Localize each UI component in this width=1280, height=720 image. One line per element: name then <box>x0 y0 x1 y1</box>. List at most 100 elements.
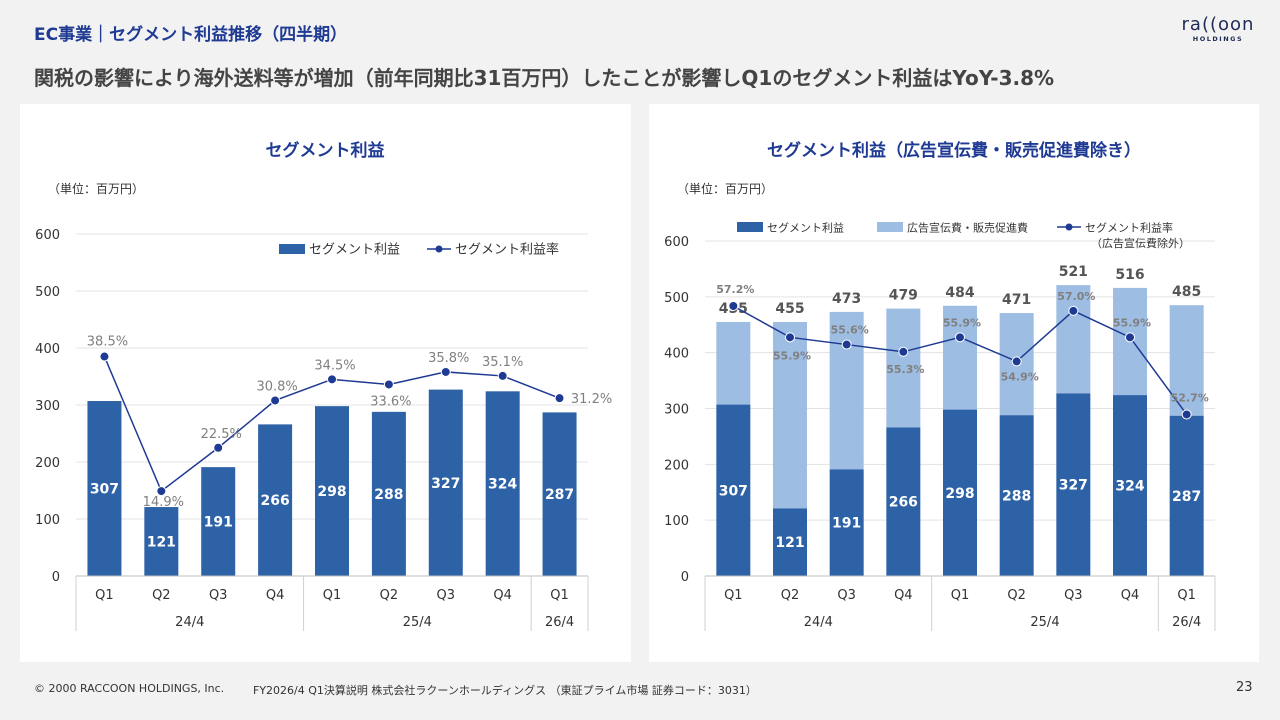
y-tick-label: 600 <box>35 228 60 243</box>
bar-value-label: 288 <box>374 487 403 503</box>
bar-segment-profit <box>201 467 236 576</box>
logo-subtitle: HOLDINGS <box>1192 35 1244 43</box>
bar-segment-profit <box>829 469 864 576</box>
stack-bar-ads <box>1056 285 1091 394</box>
margin-value-label: 55.9% <box>773 349 811 362</box>
legend-line-marker <box>435 245 443 253</box>
bar-segment-profit <box>716 404 751 576</box>
bar-value-label: 287 <box>545 487 574 503</box>
x-tick-label: Q2 <box>152 588 171 603</box>
total-value-label: 521 <box>1059 264 1088 280</box>
bar-value-label: 266 <box>260 493 289 509</box>
margin-value-label: 57.2% <box>716 283 754 296</box>
bar-value-label: 327 <box>431 476 460 492</box>
y-tick-label: 400 <box>664 347 689 362</box>
bar-value-label: 121 <box>775 535 804 551</box>
total-value-label: 455 <box>775 301 804 317</box>
bar-value-label: 298 <box>317 484 346 500</box>
x-group-label: 24/4 <box>804 615 833 630</box>
bar-value-label: 191 <box>204 515 233 531</box>
total-value-label: 516 <box>1115 267 1144 283</box>
line-marker <box>99 351 110 362</box>
bar-segment-profit <box>371 411 406 576</box>
line-marker <box>785 332 795 343</box>
y-tick-label: 600 <box>664 235 689 250</box>
bar-segment-profit <box>1056 393 1091 576</box>
bar-segment-profit <box>87 401 122 576</box>
bar-value-label: 307 <box>90 482 119 498</box>
total-value-label: 484 <box>945 285 974 301</box>
margin-value-label: 57.0% <box>1057 290 1095 303</box>
line-marker <box>270 395 281 406</box>
y-tick-label: 300 <box>664 403 689 418</box>
section-title: EC事業｜セグメント利益推移（四半期） <box>34 25 348 45</box>
legend-label: 広告宣伝費・販売促進費 <box>907 221 1028 235</box>
x-tick-label: Q1 <box>323 588 342 603</box>
x-tick-label: Q2 <box>781 588 800 603</box>
stack-bar-ads <box>829 311 864 470</box>
margin-value-label: 52.7% <box>1171 391 1209 404</box>
bar-segment-profit <box>773 508 807 576</box>
line-marker <box>383 379 394 390</box>
bar-segment-profit <box>542 412 577 576</box>
x-tick-label: Q2 <box>380 588 399 603</box>
legend-label: セグメント利益 <box>767 221 844 235</box>
bar-value-label: 288 <box>1002 489 1031 505</box>
x-group-label: 26/4 <box>1172 615 1201 630</box>
x-tick-label: Q1 <box>95 588 114 603</box>
margin-value-label: 14.9% <box>143 495 184 510</box>
bar-segment-profit <box>1169 415 1204 576</box>
x-tick-label: Q1 <box>724 588 743 603</box>
bar-value-label: 324 <box>488 477 517 493</box>
x-tick-label: Q1 <box>1177 588 1196 603</box>
legend-bar-swatch <box>737 222 763 232</box>
margin-value-label: 35.1% <box>482 355 523 370</box>
unit-label: （単位：百万円） <box>48 181 144 196</box>
legend-bar-swatch <box>877 222 903 232</box>
margin-value-label: 30.8% <box>256 379 297 394</box>
y-tick-label: 500 <box>664 291 689 306</box>
y-tick-label: 100 <box>664 514 689 529</box>
stack-bar-ads <box>716 321 751 405</box>
x-tick-label: Q1 <box>550 588 569 603</box>
x-tick-label: Q4 <box>266 588 285 603</box>
x-group-label: 26/4 <box>545 615 574 630</box>
bar-segment-profit <box>315 406 349 576</box>
y-tick-label: 500 <box>35 285 60 300</box>
bar-value-label: 266 <box>889 495 918 511</box>
bar-segment-profit <box>258 424 293 576</box>
y-tick-label: 300 <box>35 399 60 414</box>
line-marker <box>440 366 451 377</box>
bar-value-label: 298 <box>945 486 974 502</box>
page-number: 23 <box>1236 680 1253 695</box>
margin-value-label: 35.8% <box>428 351 469 366</box>
bar-segment-profit <box>1113 395 1147 576</box>
y-tick-label: 100 <box>35 513 60 528</box>
bar-value-label: 307 <box>719 483 748 499</box>
bar-value-label: 327 <box>1059 478 1088 494</box>
margin-value-label: 38.5% <box>87 335 128 350</box>
stack-bar-ads <box>943 305 977 410</box>
line-marker <box>497 370 508 381</box>
y-tick-label: 200 <box>35 456 60 471</box>
legend-label: セグメント利益率 <box>455 242 559 258</box>
legend-bar-swatch <box>279 244 305 254</box>
line-marker <box>554 393 565 404</box>
line-marker <box>327 374 337 385</box>
stack-bar-ads <box>886 308 921 428</box>
x-tick-label: Q4 <box>894 588 913 603</box>
bar-value-label: 121 <box>147 535 176 551</box>
x-group-label: 24/4 <box>175 615 204 630</box>
x-tick-label: Q3 <box>437 588 456 603</box>
y-tick-label: 0 <box>681 570 689 585</box>
total-value-label: 479 <box>889 288 918 304</box>
line-marker <box>898 346 909 357</box>
total-value-label: 471 <box>1002 292 1031 308</box>
unit-label: （単位：百万円） <box>677 181 773 196</box>
headline: 関税の影響により海外送料等が増加（前年同期比31百万円）したことが影響しQ1のセ… <box>34 66 1055 90</box>
y-tick-label: 200 <box>664 458 689 473</box>
line-marker <box>1068 305 1079 316</box>
margin-value-label: 33.6% <box>370 394 411 409</box>
bar-value-label: 324 <box>1115 479 1144 495</box>
bar-segment-profit <box>428 389 463 576</box>
